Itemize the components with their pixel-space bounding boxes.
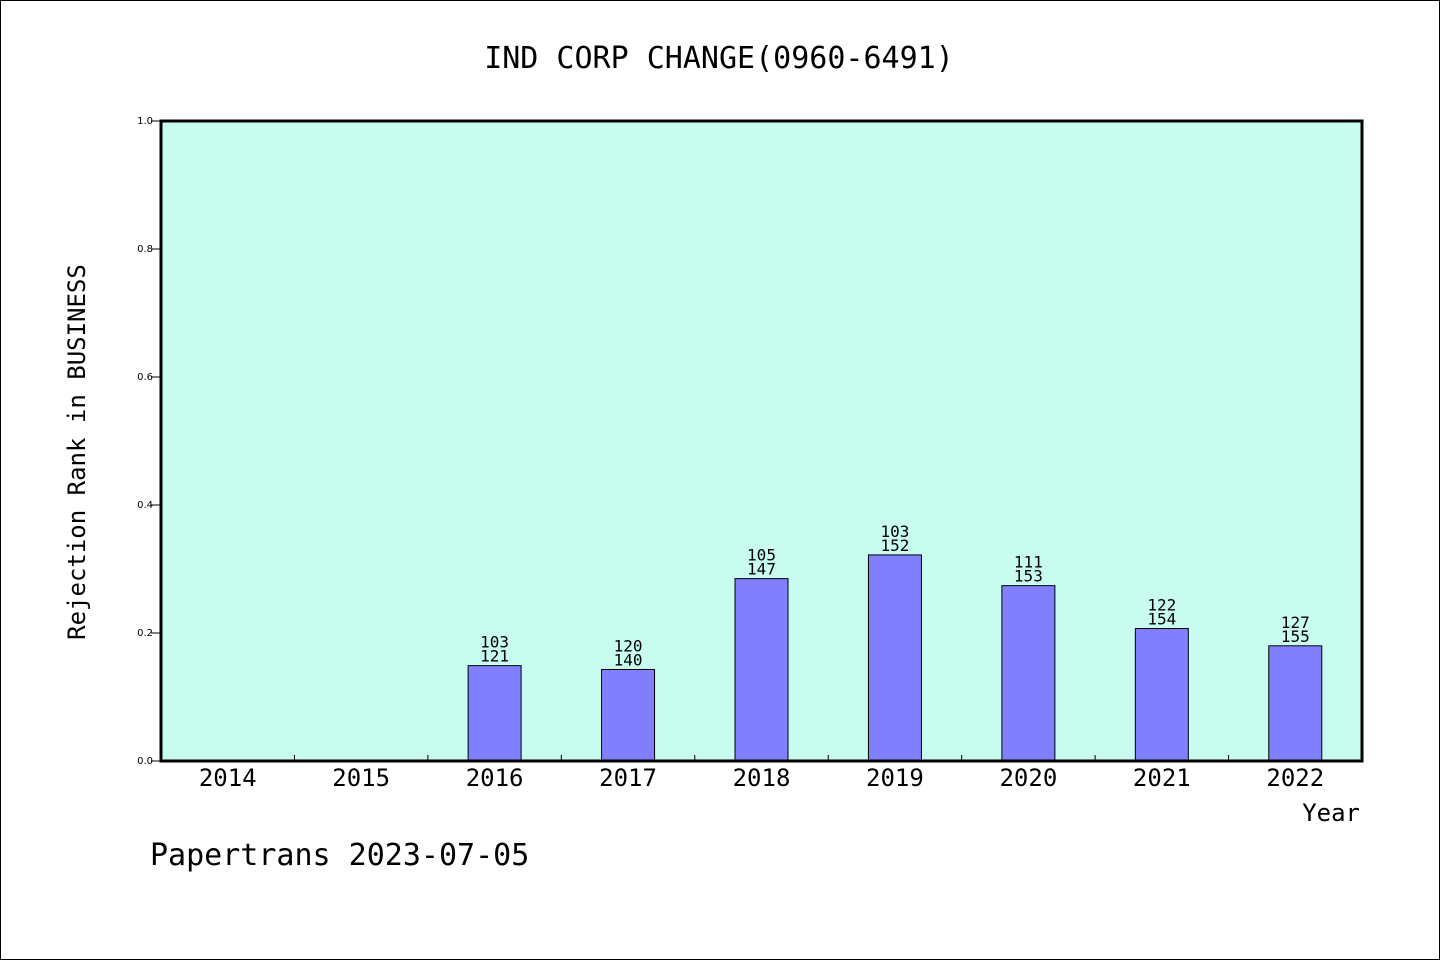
chart-title: IND CORP CHANGE(0960-6491) — [484, 41, 954, 76]
y-axis-label: Rejection Rank in BUSINESS — [63, 264, 91, 640]
x-tick-label: 2015 — [332, 764, 390, 792]
bar-label-bottom: 153 — [1014, 567, 1043, 586]
bar-2017 — [601, 668, 656, 762]
bar-2022 — [1268, 645, 1323, 762]
x-axis-label: Year — [1302, 799, 1360, 827]
bar-label-bottom: 121 — [480, 647, 509, 666]
x-tick-label: 2017 — [599, 764, 657, 792]
x-tick-label: 2020 — [999, 764, 1057, 792]
bar-2021 — [1134, 628, 1189, 762]
x-tick-label: 2016 — [466, 764, 524, 792]
bar-label-top: 103 — [880, 522, 909, 541]
footer-text: Papertrans 2023-07-05 — [150, 838, 529, 873]
y-tick-label: 0.2 — [137, 628, 153, 639]
bar-2019 — [867, 554, 922, 762]
y-axis: 0.0 0.2 0.4 0.6 0.8 1.0 — [137, 116, 161, 767]
bar-label-bottom: 155 — [1281, 627, 1310, 646]
bar-2020 — [1001, 585, 1056, 762]
x-tick-label: 2019 — [866, 764, 924, 792]
x-axis: 2014 2015 2016 2017 2018 2019 2020 2021 2022 — [199, 755, 1324, 792]
plot-border — [159, 119, 1364, 763]
bar-label-bottom: 147 — [747, 560, 776, 579]
y-tick-label: 0.0 — [137, 756, 153, 767]
y-tick-label: 1.0 — [137, 116, 153, 127]
x-tick-label: 2018 — [733, 764, 791, 792]
bar-label-top: 122 — [1147, 596, 1176, 615]
y-tick-label: 0.4 — [137, 500, 153, 511]
bars — [467, 554, 1323, 762]
bar-label-bottom: 140 — [614, 650, 643, 669]
y-tick-label: 0.8 — [137, 244, 153, 255]
bar-label-top: 103 — [480, 633, 509, 652]
x-tick-label: 2014 — [199, 764, 257, 792]
x-tick-label: 2022 — [1266, 764, 1324, 792]
bar-label-bottom: 154 — [1147, 610, 1176, 629]
bar-label-top: 127 — [1281, 613, 1310, 632]
bar-label-top: 105 — [747, 546, 776, 565]
bar-label-top: 111 — [1014, 553, 1043, 572]
y-tick-label: 0.6 — [137, 372, 153, 383]
bar-label-top: 120 — [614, 636, 643, 655]
bar-2016 — [467, 665, 522, 762]
x-tick-label: 2021 — [1133, 764, 1191, 792]
bar-label-bottom: 152 — [880, 536, 909, 555]
bar-2018 — [734, 578, 789, 762]
